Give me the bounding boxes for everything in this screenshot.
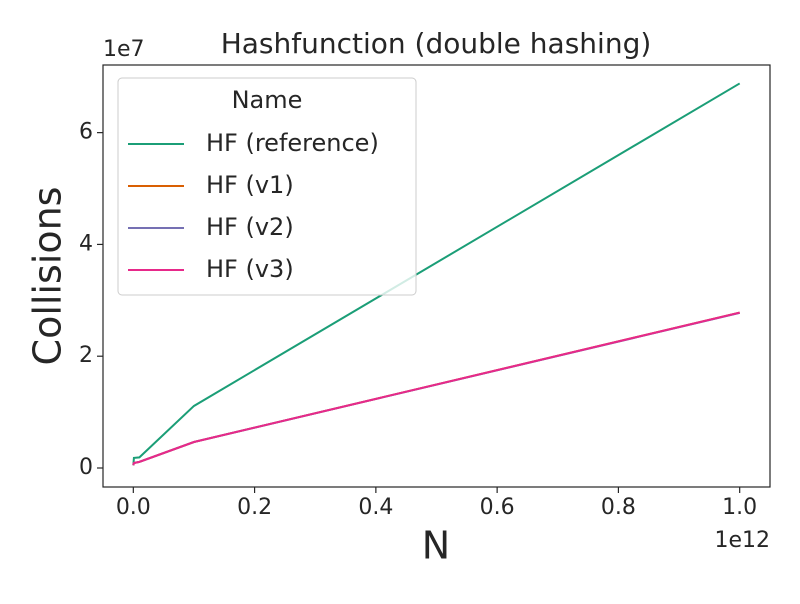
legend-label: HF (v2) <box>206 213 294 241</box>
series-line <box>132 311 740 466</box>
legend: Name HF (reference) HF (v1) HF (v2) HF (v3) <box>117 77 417 296</box>
x-tick-label: 1.0 <box>722 495 757 520</box>
chart-title: Hashfunction (double hashing) <box>221 27 652 60</box>
x-tick-label: 0.6 <box>480 495 515 520</box>
legend-label: HF (reference) <box>206 129 379 157</box>
legend-label: HF (v1) <box>206 171 294 199</box>
x-tick-label: 0.8 <box>601 495 636 520</box>
y-tick-label: 0 <box>79 455 93 480</box>
x-tick-label: 0.4 <box>358 495 393 520</box>
x-tick-label: 0.2 <box>237 495 272 520</box>
y-offset-label: 1e7 <box>103 37 145 62</box>
plot-area <box>132 82 741 466</box>
y-tick-label: 4 <box>79 231 93 256</box>
y-axis-label: Collisions <box>26 187 70 366</box>
axes-frame <box>102 64 771 488</box>
legend-title: Name <box>232 86 303 114</box>
legend-label: HF (v3) <box>206 255 294 283</box>
legend-box <box>117 77 417 296</box>
x-offset-label: 1e12 <box>714 528 770 553</box>
series-line <box>132 82 741 466</box>
y-tick-label: 2 <box>79 343 93 368</box>
x-tick-label: 0.0 <box>116 495 151 520</box>
y-tick-label: 6 <box>79 120 93 145</box>
x-axis-label: N <box>422 524 450 568</box>
